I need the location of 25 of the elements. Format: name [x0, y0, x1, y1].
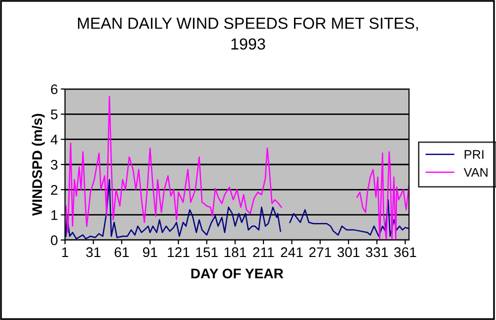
x-tick-label: 31	[86, 247, 100, 258]
x-tick-label: 151	[196, 247, 218, 258]
x-tick-label: 271	[309, 247, 332, 258]
x-tick-label: 301	[337, 247, 360, 258]
y-axis-title: WINDSPD (m/s)	[32, 114, 45, 216]
x-tick-label: 331	[366, 247, 388, 258]
x-tick-label: 91	[142, 247, 158, 258]
chart-title: MEAN DAILY WIND SPEEDS FOR MET SITES, 1993	[78, 18, 418, 50]
x-tick-label: 121	[168, 247, 190, 258]
y-tick-label: 0	[50, 235, 58, 246]
y-tick-label: 3	[50, 160, 58, 170]
x-tick-label: 361	[394, 247, 416, 258]
x-tick-label: 241	[280, 247, 303, 258]
y-tick-label: 2	[51, 185, 58, 195]
x-tick-label: 61	[114, 247, 129, 258]
legend-label: PRI	[464, 150, 484, 159]
x-tick-label: 1	[62, 247, 68, 258]
x-tick-label: 181	[224, 247, 246, 258]
y-tick-label: 5	[50, 110, 58, 120]
y-tick-label: 1	[51, 210, 58, 220]
x-tick-label: 211	[253, 247, 274, 258]
y-tick-label: 6	[51, 84, 58, 94]
y-tick-label: 4	[50, 134, 58, 144]
legend-label: VAN	[464, 168, 488, 177]
x-axis-title: DAY OF YEAR	[191, 268, 284, 278]
